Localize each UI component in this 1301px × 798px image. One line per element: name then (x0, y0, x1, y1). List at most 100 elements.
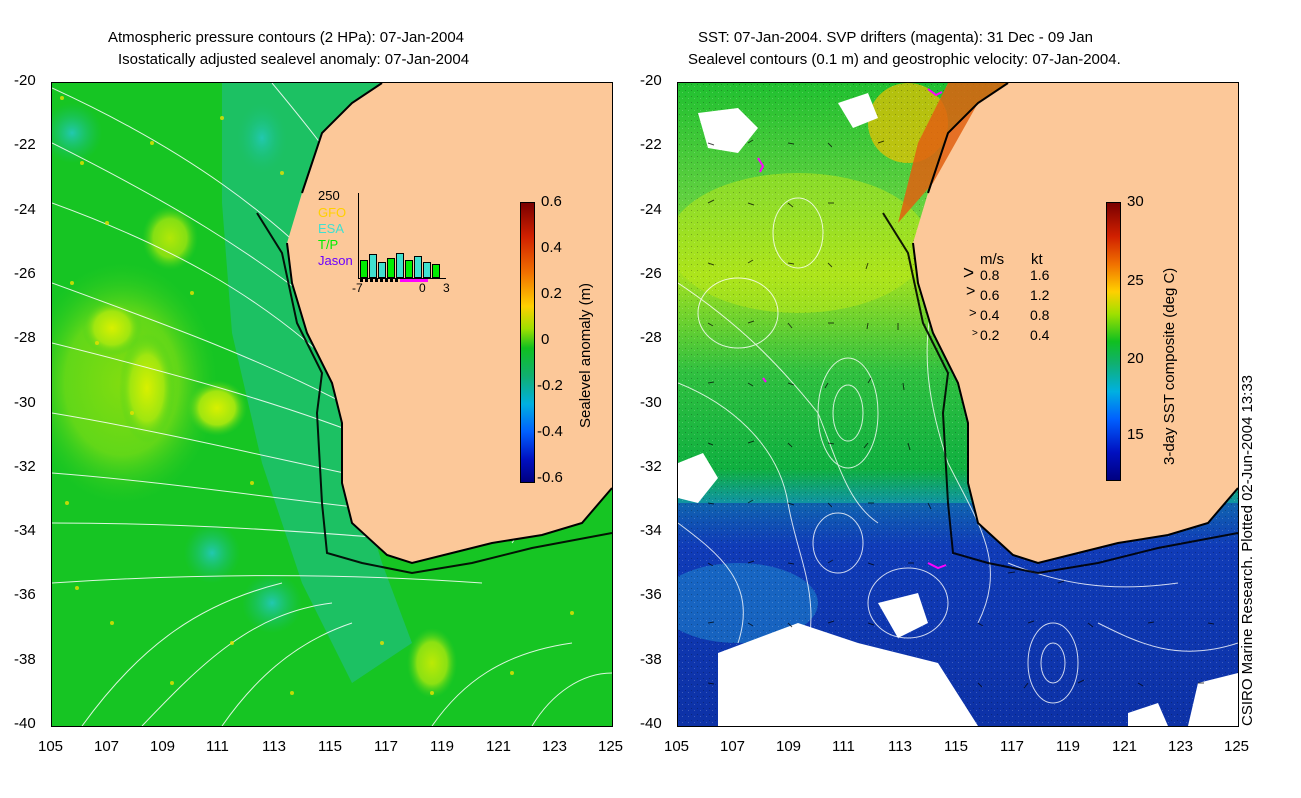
left-ytick: -32 (14, 458, 36, 475)
right-ytick: -38 (640, 651, 662, 668)
sst-colorbar (1106, 202, 1121, 481)
left-colorbar-label: Sealevel anomaly (m) (577, 282, 594, 428)
left-xtick: 119 (430, 738, 454, 755)
inset-bar (360, 260, 368, 278)
right-colorbar-label: 3-day SST composite (deg C) (1161, 267, 1178, 465)
right-xtick: 125 (1224, 738, 1250, 755)
inset-bar (432, 264, 440, 278)
inset-bar (405, 260, 413, 278)
right-cb-tick: 25 (1127, 272, 1144, 289)
right-xtick: 115 (944, 738, 968, 755)
right-ytick: -20 (640, 72, 662, 89)
right-xtick: 105 (664, 738, 690, 755)
vector-legend-ms: 0.2 (980, 327, 1000, 343)
inset-bar (378, 262, 386, 278)
vector-legend-ms: 0.6 (980, 287, 1000, 303)
left-ytick: -28 (14, 329, 36, 346)
left-cb-tick: 0.4 (541, 239, 562, 256)
left-cb-tick: -0.6 (537, 469, 563, 486)
inset-xtick: -7 (352, 281, 363, 295)
altimeter-count-inset: 250 GFO ESA T/P Jason -7 0 3 (314, 183, 454, 295)
left-ytick: -20 (14, 72, 36, 89)
australia-land-right (913, 83, 1238, 563)
right-title-line2: Sealevel contours (0.1 m) and geostrophi… (688, 51, 1121, 68)
geostrophic-velocity-arrows (707, 139, 1215, 689)
right-xtick: 111 (832, 738, 855, 755)
right-cb-tick: 30 (1127, 193, 1144, 210)
inset-bar (369, 254, 377, 278)
sealevel-anomaly-map: 250 GFO ESA T/P Jason -7 0 3 (51, 82, 613, 727)
right-xtick: 109 (776, 738, 802, 755)
vector-legend-ms: 0.8 (980, 267, 1000, 283)
right-ytick: -26 (640, 265, 662, 282)
right-title-line1: SST: 07-Jan-2004. SVP drifters (magenta)… (698, 29, 1093, 46)
left-cb-tick: 0.6 (541, 193, 562, 210)
right-xtick: 113 (888, 738, 912, 755)
vector-legend-kt: 0.4 (1030, 327, 1050, 343)
plot-credit: CSIRO Marine Research. Plotted 02-Jun-20… (1239, 374, 1256, 726)
right-ytick: -34 (640, 522, 662, 539)
right-ytick: -40 (640, 715, 662, 732)
vector-legend-ms: 0.4 (980, 307, 1000, 323)
vector-legend-kt: 1.2 (1030, 287, 1050, 303)
inset-series-gfo: GFO (318, 205, 347, 220)
svp-drifter-tracks (757, 88, 947, 570)
right-xtick: 121 (1112, 738, 1138, 755)
left-cb-tick: -0.4 (537, 423, 563, 440)
left-xtick: 125 (598, 738, 624, 755)
vector-legend-arrow-icon: > (963, 263, 975, 284)
right-cb-tick: 15 (1127, 426, 1144, 443)
left-ytick: -36 (14, 586, 36, 603)
vector-legend-kt: 0.8 (1030, 307, 1050, 323)
inset-series-tp: T/P (318, 237, 339, 252)
inset-bar (414, 256, 422, 278)
inset-xtick: 0 (419, 281, 426, 295)
left-ytick: -38 (14, 651, 36, 668)
inset-bar (396, 253, 404, 278)
right-ytick: -22 (640, 136, 662, 153)
vector-legend-kt-header: kt (1031, 251, 1043, 268)
vector-legend-arrow-icon: > (972, 328, 978, 339)
left-cb-tick: -0.2 (537, 377, 563, 394)
inset-ymax-label: 250 (318, 188, 340, 203)
left-ytick: -24 (14, 201, 36, 218)
left-xtick: 115 (318, 738, 342, 755)
left-xtick: 107 (94, 738, 120, 755)
vector-legend-ms-header: m/s (980, 251, 1005, 268)
right-xtick: 117 (1000, 738, 1024, 755)
sealevel-colorbar (520, 202, 535, 483)
inset-bar (423, 262, 431, 278)
left-xtick: 109 (150, 738, 176, 755)
vector-legend-arrow-icon: > (966, 283, 976, 300)
sealevel-contours (678, 197, 1238, 704)
right-xtick: 107 (720, 738, 746, 755)
right-ytick: -30 (640, 394, 662, 411)
vector-legend-arrow-icon: > (969, 305, 977, 320)
left-title-line2: Isostatically adjusted sealevel anomaly:… (118, 51, 470, 68)
left-ytick: -34 (14, 522, 36, 539)
left-ytick: -22 (14, 136, 36, 153)
right-xtick: 123 (1168, 738, 1194, 755)
left-xtick: 117 (374, 738, 398, 755)
right-ytick: -36 (640, 586, 662, 603)
left-xtick: 105 (38, 738, 64, 755)
left-xtick: 121 (486, 738, 512, 755)
right-xtick: 119 (1056, 738, 1080, 755)
left-title-line1: Atmospheric pressure contours (2 HPa): 0… (108, 29, 465, 46)
left-xtick: 111 (206, 738, 229, 755)
left-ytick: -30 (14, 394, 36, 411)
left-ytick: -40 (14, 715, 36, 732)
right-ytick: -24 (640, 201, 662, 218)
right-ytick: -28 (640, 329, 662, 346)
cloud-gaps (678, 93, 1238, 726)
vector-legend-kt: 1.6 (1030, 267, 1050, 283)
right-cb-tick: 20 (1127, 350, 1144, 367)
right-ytick: -32 (640, 458, 662, 475)
left-ytick: -26 (14, 265, 36, 282)
sst-map: m/s kt > 0.8 1.6 > 0.6 1.2 > 0.4 0.8 > 0… (677, 82, 1239, 727)
inset-series-esa: ESA (318, 221, 345, 236)
left-cb-tick: 0.2 (541, 285, 562, 302)
left-xtick: 123 (542, 738, 568, 755)
inset-series-jason: Jason (318, 253, 353, 268)
inset-xtick: 3 (443, 281, 450, 295)
